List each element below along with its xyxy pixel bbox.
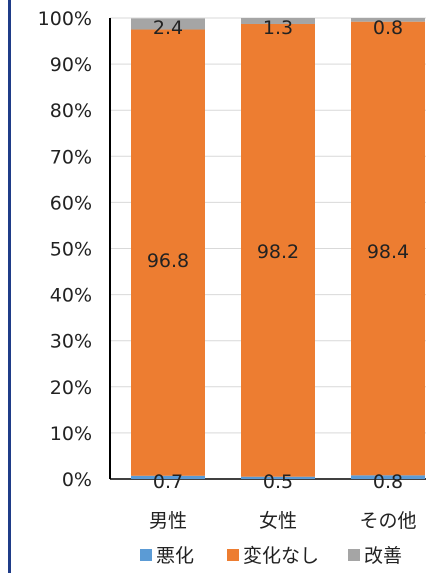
bar-segment	[351, 18, 425, 22]
bar-segment	[131, 29, 205, 476]
data-label: 0.8	[373, 471, 403, 493]
y-tick-label: 0%	[62, 469, 92, 491]
y-tick-label: 40%	[50, 285, 92, 307]
bar-segment	[351, 21, 425, 476]
data-label: 2.4	[153, 17, 183, 39]
data-label: 98.4	[367, 241, 409, 263]
y-tick-label: 20%	[50, 377, 92, 399]
y-tick-label: 70%	[50, 146, 92, 168]
legend-swatch	[140, 549, 152, 561]
legend-label: 悪化	[156, 545, 194, 567]
y-tick-label: 90%	[50, 54, 92, 76]
bar-segment	[131, 18, 205, 30]
y-tick-label: 60%	[50, 192, 92, 214]
data-label: 0.5	[263, 471, 293, 493]
data-label: 98.2	[257, 241, 299, 263]
data-label: 0.8	[373, 17, 403, 39]
y-tick-label: 30%	[50, 331, 92, 353]
legend-label: 改善	[364, 545, 402, 567]
data-label: 96.8	[147, 250, 189, 272]
bar-segment	[351, 475, 425, 479]
data-label: 1.3	[263, 17, 293, 39]
data-label: 0.7	[153, 471, 183, 493]
legend-swatch	[227, 549, 239, 561]
legend-swatch	[348, 549, 360, 561]
x-tick-label: その他	[359, 510, 416, 532]
bar-segment	[241, 18, 315, 24]
frame-left-border	[8, 0, 11, 573]
y-tick-label: 10%	[50, 423, 92, 445]
bar-segment	[241, 23, 315, 477]
bar-segment	[131, 475, 205, 479]
y-tick-label: 80%	[50, 100, 92, 122]
bar-segment	[241, 476, 315, 479]
x-tick-label: 男性	[149, 510, 187, 532]
y-tick-label: 50%	[50, 239, 92, 261]
y-tick-label: 100%	[38, 8, 92, 30]
x-tick-label: 女性	[259, 510, 297, 532]
legend-label: 変化なし	[243, 545, 319, 567]
